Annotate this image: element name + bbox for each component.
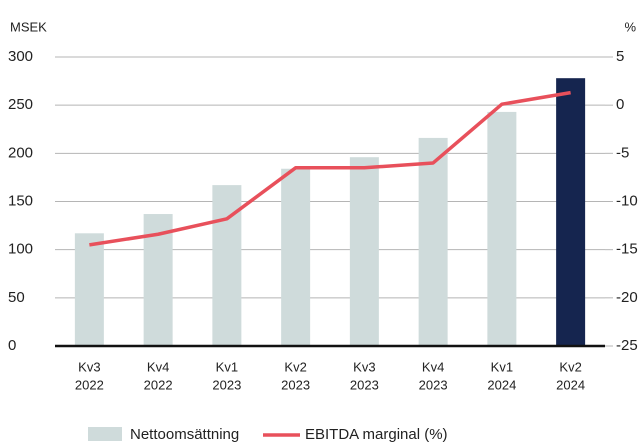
y-tick-label: 250: [8, 96, 33, 113]
x-tick-label: Kv1: [216, 359, 238, 374]
y2-tick-label: -10: [616, 192, 638, 209]
y-tick-label: 200: [8, 144, 33, 161]
y-tick-label: 300: [8, 48, 33, 65]
legend-label: EBITDA marginal (%): [305, 426, 448, 443]
x-tick-label: Kv3: [78, 359, 100, 374]
y2-axis-label: %: [624, 19, 636, 34]
legend-swatch: [88, 427, 122, 441]
y2-tick-label: -15: [616, 241, 638, 258]
x-tick-label: Kv1: [491, 359, 513, 374]
x-tick-label: 2022: [75, 377, 104, 392]
x-tick-label: Kv4: [422, 359, 444, 374]
x-tick-label: 2023: [281, 377, 310, 392]
x-tick-label: 2024: [556, 377, 585, 392]
x-tick-label: Kv4: [147, 359, 169, 374]
x-tick-label: Kv2: [284, 359, 306, 374]
y-tick-label: 0: [8, 337, 16, 354]
y2-tick-label: -20: [616, 289, 638, 306]
y2-tick-label: -25: [616, 337, 638, 354]
x-tick-label: Kv3: [353, 359, 375, 374]
bar: [74, 233, 104, 346]
y2-tick-label: 0: [616, 96, 624, 113]
bar: [556, 78, 586, 347]
x-tick-label: Kv2: [559, 359, 581, 374]
x-tick-label: 2023: [212, 377, 241, 392]
bar: [487, 111, 517, 346]
y2-tick-label: 5: [616, 48, 624, 65]
y-axis-label: MSEK: [10, 19, 47, 34]
x-tick-label: 2023: [350, 377, 379, 392]
legend-label: Nettoomsättning: [130, 426, 239, 443]
y-tick-label: 50: [8, 289, 25, 306]
x-tick-label: 2024: [487, 377, 516, 392]
bar: [349, 157, 379, 346]
x-tick-label: 2022: [144, 377, 173, 392]
bar: [281, 168, 311, 346]
bar: [418, 137, 448, 346]
y2-tick-label: -5: [616, 144, 629, 161]
y-tick-label: 150: [8, 192, 33, 209]
x-tick-label: 2023: [419, 377, 448, 392]
y-tick-label: 100: [8, 241, 33, 258]
line: [89, 90, 571, 247]
